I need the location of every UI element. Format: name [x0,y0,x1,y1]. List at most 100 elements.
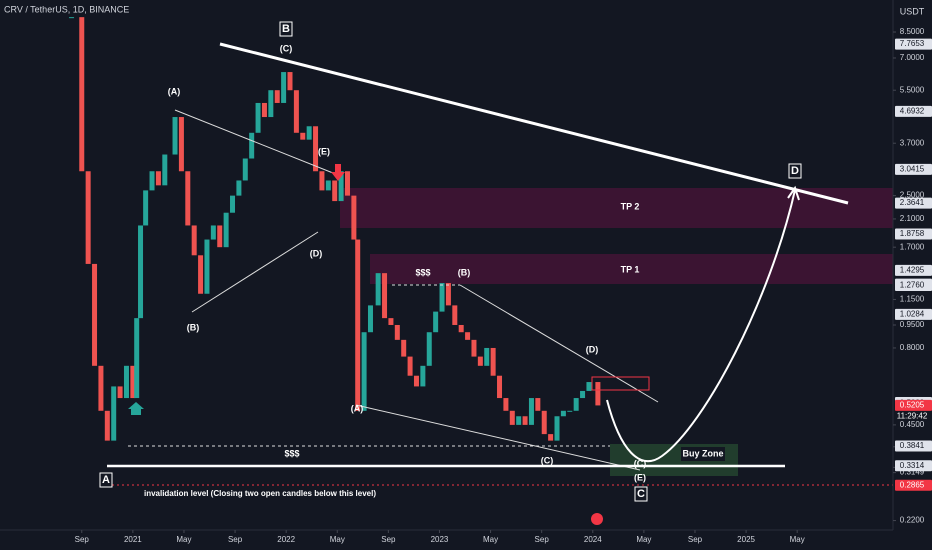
candle [595,382,601,406]
annotation: invalidation level (Closing two open can… [144,489,376,498]
price-label: 7.7653 [900,39,925,48]
y-tick-label: 0.2200 [900,516,925,525]
candle [484,347,490,366]
price-label: 1.4295 [900,265,925,274]
wave-label: D [791,165,799,177]
x-tick-label: Sep [75,535,90,544]
x-tick-label: May [636,535,651,544]
candle [355,239,361,411]
x-tick-label: May [483,535,498,544]
wedge-line [459,284,659,403]
price-label-box [895,479,932,491]
candle [452,305,458,325]
candle [306,126,312,140]
tp1-zone [370,254,893,284]
annotations: B (C) (A) (E) (D) (B) $$$ (B) (D) (A) (C) $$$ (C) (E)… [99,21,802,502]
order-block [591,376,650,391]
x-tick-label: Sep [535,535,550,544]
y-tick-label: 1.7000 [900,242,925,251]
candle [261,102,267,118]
price-label-box [895,308,932,320]
candles [69,17,601,441]
x-tick-label: 2022 [277,535,295,544]
y-tick-label: 8.5000 [900,27,925,36]
candle [138,225,144,319]
chart-title: CRV / TetherUS, 1D, BINANCE [4,4,129,14]
y-tick-label: 5.5000 [900,85,925,94]
price-label-box [895,460,932,472]
y-tick-label: 2.5000 [900,191,925,200]
candle [375,273,381,306]
candle [560,410,566,417]
price-label-box [895,163,932,175]
wave-label-box [279,21,293,37]
currency: USDT [900,6,925,16]
candle [332,180,338,202]
annotation: $$$ [284,448,299,458]
annotation: (B) [187,322,200,332]
triangle-line [191,231,319,313]
annotation: TP 2 [621,201,640,211]
candle [528,398,534,425]
price-label: 1.2760 [900,281,925,290]
price-label: 1.8758 [900,229,925,238]
price-label-box [895,399,932,411]
candle [172,117,178,155]
candle [548,434,554,441]
price-label-box [895,280,932,292]
y-tick-label: 2.1000 [900,214,925,223]
annotation: (E) [318,146,330,156]
x-tick-label: 2025 [737,535,755,544]
annotation: (E) [634,472,646,482]
candle [230,195,236,213]
x-tick-label: Sep [688,535,703,544]
wedge-line [355,404,641,471]
candle [313,126,319,172]
y-tick-label: 0.3149 [900,468,925,477]
candle [287,72,293,91]
candle [344,171,350,196]
candle [439,283,445,312]
candle [471,339,477,357]
arrow-head [787,185,800,201]
candle [573,398,579,411]
candle [401,339,407,357]
candle [117,386,123,399]
y-tick-label: 0.4500 [900,420,925,429]
annotation: (A) [351,403,364,413]
candle [433,311,439,333]
buy-arrow [128,402,144,415]
y-tick-label: 0.8000 [900,343,925,352]
price-label-box [895,264,932,276]
annotation: (C) [280,43,293,53]
wave-label-box [788,163,802,179]
candle [477,356,483,366]
candle [394,324,400,340]
triangle-line [174,109,339,176]
candle [503,398,509,411]
candle [413,375,419,387]
drawings [107,42,893,486]
y-tick-label: 0.9500 [900,320,925,329]
candle [420,365,426,387]
event-icon [591,513,603,525]
annotation: (C) [541,455,554,465]
wave-label-box [99,472,113,488]
candle [361,332,367,411]
candle [281,72,287,103]
candle [388,318,394,325]
candle [104,410,110,441]
candle [210,225,216,240]
price-label-box [895,440,932,452]
candle [554,416,560,441]
candle [236,180,242,196]
candle [185,171,191,226]
wave-label-box [634,486,648,502]
x-tick-label: 2024 [584,535,602,544]
wave-label: A [102,474,110,486]
y-tick-label: 7.0000 [900,53,925,62]
price-label: 0.2865 [900,480,925,489]
y-tick-label: 3.7000 [900,138,925,147]
candle [98,365,104,411]
